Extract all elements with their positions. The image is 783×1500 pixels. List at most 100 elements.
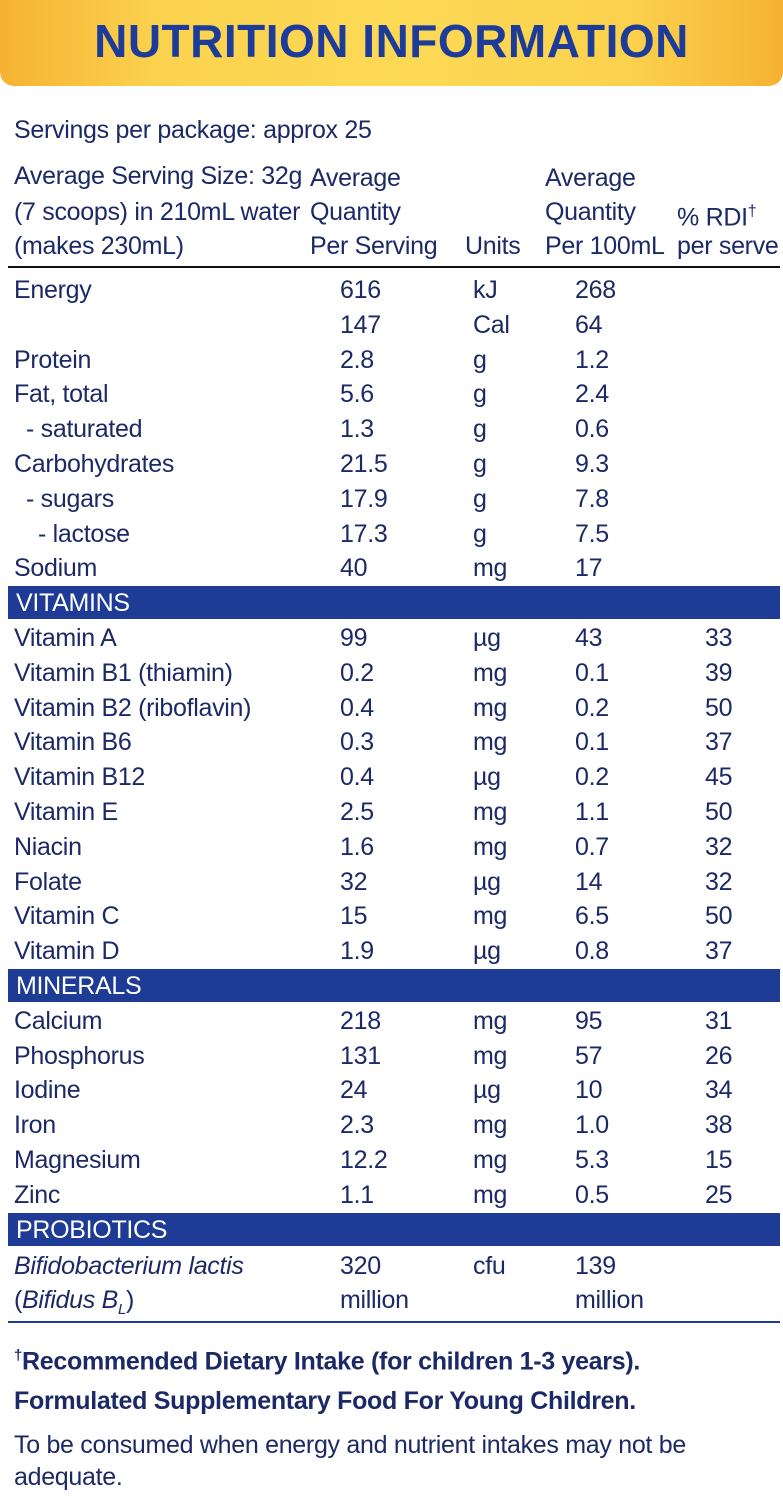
dagger: †	[14, 1347, 23, 1364]
unit: mg	[473, 658, 508, 687]
unit: Cal	[473, 310, 510, 339]
rdi-value: 45	[705, 763, 733, 792]
rdi-value: 33	[705, 624, 733, 652]
rdi-value: 34	[705, 1076, 733, 1105]
rdi-value: 32	[705, 832, 733, 861]
rdi-value: 37	[705, 937, 733, 966]
serving-value: 24	[340, 1076, 368, 1105]
nutrient-name: Carbohydrates	[14, 450, 175, 478]
unit: g	[473, 345, 487, 374]
serving-value: 1.9	[340, 937, 374, 966]
per-100ml-value: 1.0	[575, 1111, 609, 1140]
nutrient-name: Protein	[14, 345, 92, 374]
serving-value: 1.1	[340, 1180, 374, 1209]
serving-value: 0.2	[340, 658, 374, 687]
per-100ml-value: 0.6	[575, 415, 609, 444]
per-100ml-value: 139	[575, 1252, 616, 1280]
per-100ml-value: 57	[575, 1041, 603, 1070]
per-100ml-value: 17	[575, 554, 603, 583]
serving-value: 15	[340, 902, 368, 931]
rdi-value: 25	[705, 1180, 733, 1209]
per-100ml-value: 6.5	[575, 902, 609, 931]
serving-value: 218	[340, 1006, 381, 1035]
section-bar: MINERALS	[8, 969, 780, 1002]
advice: To be consumed when energy and nutrient …	[14, 1431, 686, 1491]
column-header: Average	[545, 164, 636, 192]
serving-value: 5.6	[340, 380, 374, 409]
rdi-value: 50	[705, 902, 733, 931]
rdi-value: 32	[705, 867, 733, 896]
unit: g	[473, 450, 487, 478]
column-header: Quantity	[310, 198, 401, 226]
nutrient-name: Vitamin B1 (thiamin)	[14, 658, 233, 687]
section-bar: VITAMINS	[8, 586, 780, 620]
per-100ml-value: 43	[575, 624, 603, 652]
serving-value: 616	[340, 276, 381, 304]
nutrient-name: Iodine	[14, 1076, 81, 1105]
serving-value: 0.3	[340, 728, 374, 757]
nutrient-name: Phosphorus	[14, 1041, 145, 1070]
nutrient-name: - saturated	[26, 415, 143, 444]
nutrient-name: Calcium	[14, 1006, 103, 1035]
rdi-value: 31	[705, 1006, 733, 1035]
serving-value: 0.4	[340, 693, 374, 722]
unit: mg	[473, 1180, 508, 1209]
serving-value: 147	[340, 310, 381, 339]
unit: mg	[473, 1006, 508, 1035]
probiotic-alias: (Bifidus BL)	[14, 1285, 134, 1325]
column-header: Per Serving	[310, 232, 438, 260]
unit: µg	[473, 763, 501, 792]
nutrient-name: Vitamin B12	[14, 763, 146, 792]
per-100ml-value: 0.5	[575, 1180, 609, 1209]
per-100ml-value: million	[575, 1286, 644, 1314]
nutrient-name: - sugars	[26, 484, 114, 513]
paren: (	[14, 1286, 23, 1314]
per-100ml-value: 10	[575, 1076, 603, 1105]
unit: µg	[473, 867, 501, 896]
serving-value: 21.5	[340, 450, 388, 478]
rdi-value: 39	[705, 658, 733, 687]
serving-value: 40	[340, 554, 368, 583]
unit: mg	[473, 554, 508, 583]
per-100ml-value: 5.3	[575, 1146, 609, 1174]
unit: mg	[473, 1146, 508, 1174]
nutrient-name: Niacin	[14, 832, 82, 861]
serving-value: 99	[340, 624, 368, 652]
nutrient-name: Folate	[14, 867, 82, 896]
column-header: % RDI†	[677, 197, 757, 232]
unit: mg	[473, 798, 508, 826]
serving-value: 12.2	[340, 1146, 388, 1174]
rdi-value: 15	[705, 1146, 733, 1174]
per-100ml-value: 7.8	[575, 484, 609, 513]
unit: g	[473, 484, 487, 513]
nutrient-name: Vitamin A	[14, 624, 117, 652]
serving-value: 2.5	[340, 798, 374, 826]
header-rule	[8, 266, 780, 268]
nutrient-name: Vitamin D	[14, 937, 120, 966]
statement: Formulated Supplementary Food For Young …	[14, 1387, 636, 1415]
serving-value: 17.3	[340, 519, 388, 548]
unit: µg	[473, 937, 501, 966]
serving-value: 2.8	[340, 345, 374, 374]
intro-line: Servings per package: approx 25	[14, 116, 372, 144]
section-heading: VITAMINS	[16, 589, 130, 618]
serving-value: 2.3	[340, 1111, 374, 1140]
per-100ml-value: 0.1	[575, 658, 609, 687]
per-100ml-value: 7.5	[575, 519, 609, 548]
unit: mg	[473, 902, 508, 931]
rdi-value: 26	[705, 1041, 733, 1070]
column-header: Units	[465, 232, 521, 260]
per-100ml-value: 1.2	[575, 345, 609, 374]
serving-value: 320	[340, 1252, 381, 1280]
unit: g	[473, 519, 487, 548]
per-100ml-value: 2.4	[575, 380, 609, 409]
serving-value: 32	[340, 867, 368, 896]
alias-name: Bifidus B	[22, 1286, 118, 1314]
serving-value: 0.4	[340, 763, 374, 792]
intro-line: Average Serving Size: 32g	[14, 162, 303, 190]
rdi-value: 37	[705, 728, 733, 757]
nutrient-name: Sodium	[14, 554, 97, 583]
section-heading: PROBIOTICS	[16, 1215, 168, 1244]
footnote: †Recommended Dietary Intake (for childre…	[14, 1340, 774, 1377]
unit: cfu	[473, 1252, 506, 1280]
